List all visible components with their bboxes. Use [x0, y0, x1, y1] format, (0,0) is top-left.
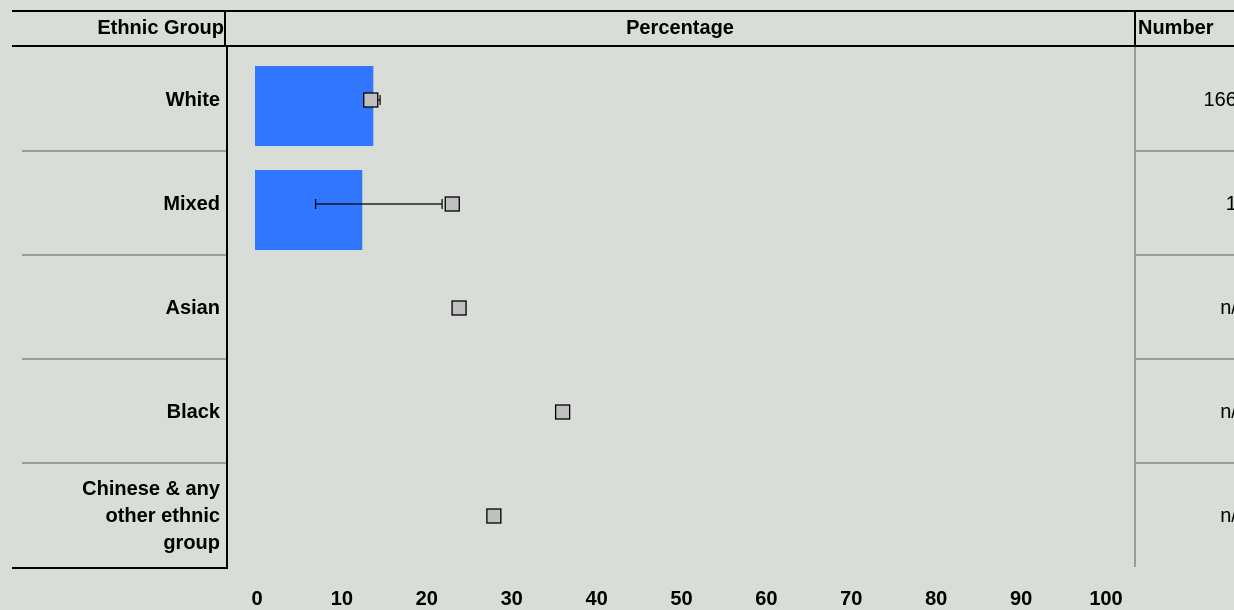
category-label: Mixed	[163, 191, 220, 218]
category-label: Chinese & any other ethnic group	[82, 476, 220, 557]
x-tick-label: 20	[415, 588, 438, 610]
x-tick-label: 60	[755, 588, 778, 610]
x-tick-label: 40	[585, 588, 608, 610]
category-label-line: other ethnic	[105, 504, 220, 527]
comparison-marker	[363, 92, 379, 108]
comparison-marker	[554, 404, 571, 420]
header-ethnic-group: Ethnic Group	[12, 10, 226, 47]
category-label-line: group	[163, 531, 220, 554]
row-separator	[1136, 150, 1234, 152]
row-separator	[1136, 358, 1234, 360]
row-separator	[22, 254, 226, 256]
bar	[255, 66, 374, 146]
x-tick-label: 30	[500, 588, 523, 610]
category-label-line: Black	[166, 400, 220, 423]
bar	[255, 170, 363, 250]
row-separator	[1136, 462, 1234, 464]
category-label: Asian	[166, 295, 220, 322]
category-label-line: Mixed	[163, 192, 220, 215]
category-label-line: Chinese & any	[82, 477, 220, 500]
category-column: White Mixed Asian Black Chinese & any other e…	[12, 47, 228, 569]
x-tick-label: 70	[840, 588, 863, 610]
x-tick-label: 50	[670, 588, 693, 610]
comparison-marker	[444, 196, 460, 212]
x-tick-label: 0	[251, 588, 263, 610]
x-tick-label: 90	[1009, 588, 1033, 610]
x-tick-label: 10	[330, 588, 354, 610]
category-label-line: White	[165, 88, 220, 111]
x-tick-label: 80	[925, 588, 948, 610]
number-value: n/a	[1220, 505, 1234, 527]
row-separator	[22, 358, 226, 360]
number-value: n/a	[1220, 401, 1234, 423]
row-separator	[22, 150, 226, 152]
x-tick-label: 100	[1089, 588, 1123, 610]
number-value: 10	[1225, 193, 1234, 215]
header-number: Number	[1136, 10, 1234, 47]
category-label: Black	[167, 399, 220, 426]
category-label-line: Asian	[165, 296, 220, 319]
comparison-marker	[486, 508, 502, 524]
header-percentage: Percentage	[226, 10, 1136, 47]
comparison-marker	[451, 300, 467, 316]
number-column: 1660 10 n/a n/a n/a	[1134, 47, 1234, 567]
row-separator	[1136, 254, 1234, 256]
category-label: White	[166, 87, 220, 114]
number-value: n/a	[1220, 297, 1234, 319]
row-separator	[22, 462, 226, 464]
number-value: 1660	[1203, 89, 1234, 111]
